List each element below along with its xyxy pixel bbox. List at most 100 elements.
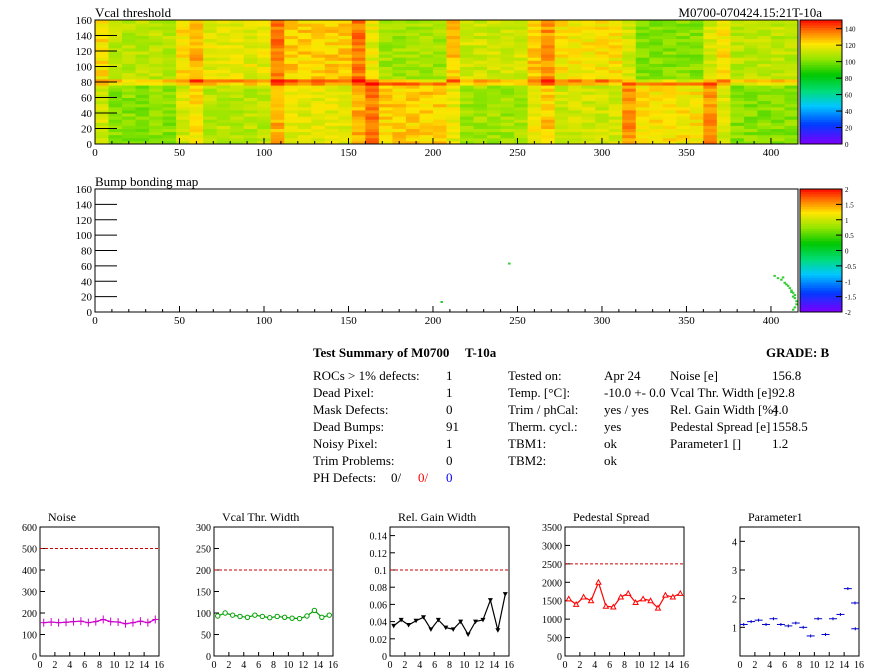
heatmap-cell bbox=[108, 78, 123, 83]
heatmap-cell bbox=[487, 137, 502, 142]
heatmap-cell bbox=[135, 119, 150, 123]
heatmap-cell bbox=[257, 72, 272, 77]
heatmap-cell bbox=[635, 20, 650, 24]
heatmap-cell bbox=[784, 38, 799, 43]
heatmap-cell bbox=[743, 47, 758, 52]
heatmap-cell bbox=[703, 29, 718, 33]
heatmap-cell bbox=[338, 97, 353, 102]
heatmap-cell bbox=[541, 125, 556, 129]
heatmap-cell bbox=[554, 100, 569, 105]
heatmap-cell bbox=[554, 26, 569, 30]
heatmap-cell bbox=[757, 113, 772, 117]
heatmap-cell bbox=[784, 119, 799, 123]
heatmap-cell bbox=[351, 38, 366, 43]
heatmap-cell bbox=[432, 32, 447, 36]
heatmap-cell bbox=[622, 125, 637, 129]
heatmap-cell bbox=[365, 106, 380, 111]
colorbar-band bbox=[800, 119, 842, 123]
colorbar-band bbox=[800, 96, 842, 100]
heatmap-cell bbox=[527, 54, 542, 58]
heatmap-cell bbox=[108, 128, 123, 133]
heatmap-cell bbox=[608, 85, 623, 89]
heatmap-cell bbox=[703, 109, 718, 114]
heatmap-cell bbox=[514, 41, 529, 46]
heatmap-cell bbox=[662, 113, 677, 117]
heatmap-cell bbox=[297, 78, 312, 83]
heatmap-cell bbox=[419, 131, 434, 136]
heatmap-cell bbox=[189, 82, 204, 86]
colorbar-band bbox=[800, 114, 842, 118]
colorbar-band bbox=[800, 121, 842, 125]
heatmap-cell bbox=[662, 94, 677, 98]
heatmap-cell bbox=[460, 134, 475, 139]
heatmap-cell bbox=[595, 78, 610, 83]
heatmap-cell bbox=[189, 32, 204, 36]
heatmap-cell bbox=[351, 26, 366, 30]
heatmap-cell bbox=[662, 85, 677, 89]
heatmap-cell bbox=[338, 91, 353, 95]
heatmap-cell bbox=[122, 63, 137, 67]
heatmap-cell bbox=[446, 122, 461, 126]
heatmap-cell bbox=[405, 78, 420, 83]
data-point bbox=[473, 619, 479, 625]
heatmap-cell bbox=[514, 51, 529, 55]
heatmap-cell bbox=[784, 128, 799, 133]
colorbar-band bbox=[800, 216, 842, 220]
heatmap-cell bbox=[527, 63, 542, 67]
heatmap-cell bbox=[297, 94, 312, 98]
heatmap-cell bbox=[554, 113, 569, 117]
heatmap-cell bbox=[541, 103, 556, 108]
heatmap-cell bbox=[432, 134, 447, 139]
heatmap-cell bbox=[135, 82, 150, 86]
x-tick-label: 150 bbox=[340, 147, 357, 159]
heatmap-cell bbox=[487, 113, 502, 117]
heatmap-cell bbox=[757, 109, 772, 114]
heatmap-cell bbox=[270, 100, 285, 105]
heatmap-cell bbox=[203, 66, 218, 71]
heatmap-cell bbox=[351, 35, 366, 40]
heatmap-cell bbox=[649, 26, 664, 30]
x-tick-label: 16 bbox=[328, 660, 338, 671]
heatmap-cell bbox=[297, 44, 312, 49]
heatmap-cell bbox=[243, 82, 258, 86]
heatmap-cell bbox=[460, 32, 475, 36]
heatmap-cell bbox=[487, 75, 502, 80]
heatmap-cell bbox=[95, 41, 110, 46]
heatmap-cell bbox=[243, 23, 258, 27]
heatmap-cell bbox=[554, 41, 569, 46]
heatmap-cell bbox=[460, 44, 475, 49]
mini-plot-frame bbox=[39, 526, 160, 657]
heatmap-cell bbox=[149, 66, 164, 71]
heatmap-cell bbox=[135, 85, 150, 89]
heatmap-cell bbox=[324, 32, 339, 36]
bump-point bbox=[793, 306, 797, 309]
heatmap-cell bbox=[446, 54, 461, 58]
heatmap-cell bbox=[716, 44, 731, 49]
heatmap-cell bbox=[338, 137, 353, 142]
heatmap-cell bbox=[608, 82, 623, 86]
heatmap-cell bbox=[351, 91, 366, 95]
heatmap-cell bbox=[635, 69, 650, 74]
heatmap-cell bbox=[351, 54, 366, 58]
heatmap-cell bbox=[487, 125, 502, 129]
heatmap-cell bbox=[405, 128, 420, 133]
heatmap-cell bbox=[635, 122, 650, 126]
heatmap-cell bbox=[95, 35, 110, 40]
x-tick-label: 12 bbox=[124, 660, 134, 671]
heatmap-cell bbox=[689, 57, 704, 61]
heatmap-cell bbox=[162, 63, 177, 67]
heatmap-cell bbox=[649, 72, 664, 77]
heatmap-cell bbox=[176, 100, 191, 105]
heatmap-cell bbox=[378, 51, 393, 55]
heatmap-cell bbox=[581, 44, 596, 49]
colorbar-band bbox=[800, 238, 842, 242]
heatmap-cell bbox=[676, 116, 691, 120]
heatmap-cell bbox=[608, 63, 623, 67]
heatmap-cell bbox=[770, 54, 785, 58]
colorbar-band bbox=[800, 104, 842, 108]
heatmap-cell bbox=[270, 131, 285, 136]
heatmap-cell bbox=[608, 44, 623, 49]
heatmap-cell bbox=[297, 109, 312, 114]
heatmap-cell bbox=[108, 125, 123, 129]
heatmap-cell bbox=[460, 128, 475, 133]
